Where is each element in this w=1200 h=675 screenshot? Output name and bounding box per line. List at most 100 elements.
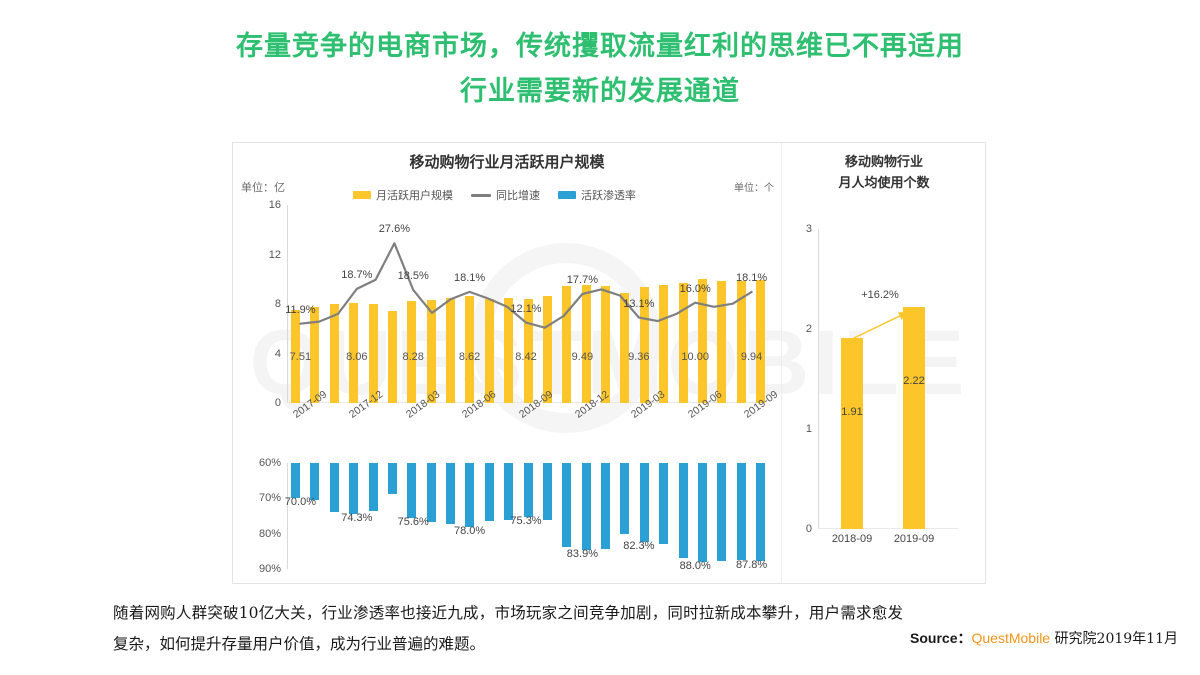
mau-bar [310, 307, 320, 403]
mau-bar [465, 296, 475, 403]
growth-value-label: 18.1% [735, 271, 768, 284]
legend-item-penetration: 活跃渗透率 [558, 187, 636, 203]
mau-bar [601, 286, 610, 403]
growth-arrow-icon [853, 312, 908, 339]
mau-value-label: 8.62 [458, 351, 481, 363]
growth-value-label: 18.1% [453, 271, 486, 284]
mau-value-label: 8.06 [346, 351, 368, 363]
legend-item-growth: 同比增速 [471, 187, 540, 203]
mau-bar [756, 280, 765, 403]
avg-apps-bar [903, 307, 925, 529]
growth-value-label: 27.6% [378, 223, 410, 236]
y-tick-label-right: 1 [805, 423, 812, 435]
mau-bar [717, 281, 727, 403]
footer-source-prefix: Source： [910, 630, 972, 646]
penetration-value-label: 82.3% [623, 539, 655, 552]
y-tick-label-pen: 80% [258, 527, 281, 540]
y-tick-label-right: 3 [805, 223, 812, 235]
penetration-bar [542, 463, 552, 521]
y-axis-line-pen [287, 463, 288, 569]
avg-apps-x-label: 2019-09 [893, 533, 935, 545]
penetration-value-label: 75.3% [510, 515, 542, 528]
penetration-bar [426, 463, 436, 523]
penetration-bar [504, 463, 514, 520]
penetration-value-label: 83.9% [566, 548, 598, 561]
penetration-bar [387, 463, 397, 494]
chart-card: QUESTMOBILE 移动购物行业月活跃用户规模 单位：亿 月活跃用户规模 同… [232, 142, 986, 584]
penetration-bar [407, 463, 417, 519]
penetration-bar [562, 463, 572, 548]
penetration-plot-area: 60% 70% 80% 90% 70.0% 74.3% 75.6% 78.0% 75.3% 83.… [259, 457, 767, 575]
avg-apps-growth-annotation: +16.2% [861, 289, 899, 301]
penetration-bar [601, 463, 610, 549]
mau-bar-group [291, 205, 765, 403]
legend-label-penetration: 活跃渗透率 [581, 190, 636, 202]
penetration-bar [581, 463, 591, 551]
footer-source-rest: 研究院2019年11月 [1050, 631, 1178, 647]
mau-value-label: 8.28 [402, 351, 424, 363]
penetration-bar [639, 463, 649, 542]
mau-value-label: 8.42 [515, 351, 537, 363]
growth-value-label: 11.9% [285, 303, 316, 316]
y-tick-label: 8 [274, 298, 281, 310]
avg-apps-x-label: 2018-09 [831, 533, 873, 545]
left-chart-title: 移动购物行业月活跃用户规模 [409, 154, 605, 171]
mau-bar [639, 287, 649, 403]
avg-apps-bar [841, 338, 863, 529]
penetration-bar [717, 463, 727, 561]
left-chart-panel: 移动购物行业月活跃用户规模 单位：亿 月活跃用户规模 同比增速 活跃渗透率 [233, 143, 781, 583]
penetration-bar [620, 463, 630, 535]
legend-label-growth: 同比增速 [496, 190, 540, 202]
right-chart-title-line2: 月人均使用个数 [838, 175, 930, 190]
mau-bar [484, 299, 494, 403]
penetration-bar [523, 463, 533, 518]
title-line-1: 存量竞争的电商市场，传统攫取流量红利的思维已不再适用 [236, 31, 964, 62]
footer-source: Source：QuestMobile 研究院2019年11月 [910, 628, 1178, 648]
right-chart-title: 移动购物行业 月人均使用个数 [782, 151, 985, 193]
penetration-value-label: 88.0% [679, 559, 711, 572]
legend-swatch-pen-icon [558, 191, 576, 199]
mau-bar [407, 300, 417, 403]
penetration-bar [368, 463, 378, 512]
mau-bar [329, 303, 339, 403]
mau-value-label: 9.94 [740, 351, 763, 363]
right-chart-title-line1: 移动购物行业 [844, 154, 923, 169]
growth-trend-line [299, 242, 753, 329]
mau-bar [562, 285, 572, 403]
legend-swatch-bar-icon [353, 191, 371, 199]
y-tick-label-pen: 90% [258, 563, 281, 575]
right-chart-unit: 单位：个 [734, 183, 774, 194]
mau-bar [581, 285, 591, 403]
penetration-value-label: 78.0% [453, 524, 486, 537]
mau-bar [504, 297, 514, 403]
penetration-bar [736, 463, 746, 561]
penetration-bar [465, 463, 475, 527]
y-tick-label: 0 [274, 397, 281, 409]
y-tick-label-right: 2 [805, 323, 812, 335]
legend-swatch-line-icon [471, 193, 491, 197]
mau-bar [368, 304, 378, 403]
chart-legend: 月活跃用户规模 同比增速 活跃渗透率 [353, 187, 636, 203]
slide-title: 存量竞争的电商市场，传统攫取流量红利的思维已不再适用 行业需要新的发展通道 [0, 24, 1200, 114]
y-tick-label: 16 [268, 199, 281, 211]
penetration-bar [678, 463, 688, 559]
mau-value-label: 9.49 [571, 351, 594, 363]
y-axis-line [287, 205, 288, 403]
mau-bar [291, 310, 300, 403]
x-axis-line-right [818, 528, 958, 529]
y-tick-label: 12 [268, 248, 281, 261]
mau-bar [446, 298, 455, 403]
growth-value-label: 12.1% [510, 302, 542, 315]
mau-value-label: 10.00 [681, 351, 709, 363]
mau-bar [659, 285, 669, 403]
mau-bar [523, 298, 533, 403]
penetration-bar [349, 463, 359, 514]
y-tick-label-right: 0 [805, 523, 812, 535]
avg-apps-plot-area: 1.91 2018-09 2.22 2019-09 0 1 2 3 +16.2% [806, 223, 958, 545]
avg-apps-value-label: 2.22 [903, 375, 925, 387]
growth-value-label: 17.7% [566, 273, 598, 286]
mau-bar [678, 282, 688, 403]
penetration-bar [310, 463, 320, 501]
penetration-bar [291, 463, 300, 499]
